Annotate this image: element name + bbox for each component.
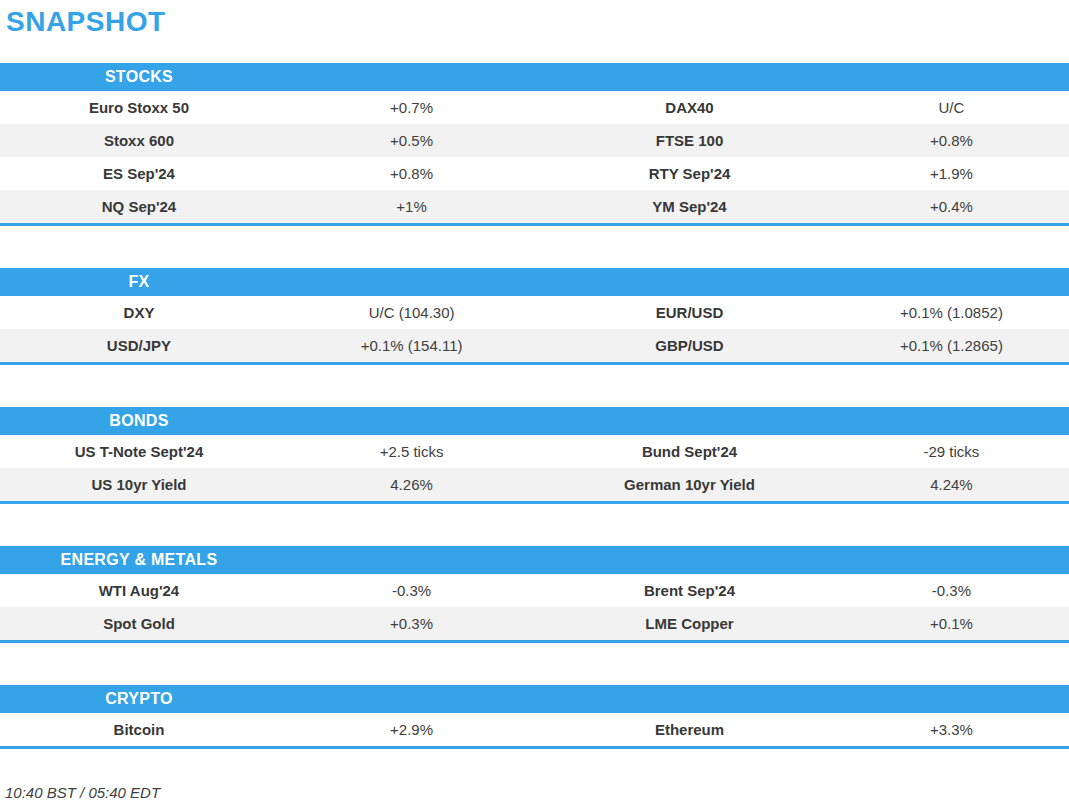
instrument-value: U/C: [834, 91, 1069, 124]
section-header-crypto: CRYPTO: [0, 685, 1069, 713]
section-crypto: CRYPTO Bitcoin +2.9% Ethereum +3.3%: [0, 685, 1069, 749]
instrument-label: NQ Sep'24: [0, 190, 278, 223]
instrument-value: +0.1%: [834, 607, 1069, 640]
table-row: ES Sep'24 +0.8% RTY Sep'24 +1.9%: [0, 157, 1069, 190]
instrument-label: Brent Sep'24: [545, 574, 834, 607]
section-header-label: STOCKS: [0, 63, 278, 91]
table-row: Euro Stoxx 50 +0.7% DAX40 U/C: [0, 91, 1069, 124]
instrument-label: YM Sep'24: [545, 190, 834, 223]
section-header-bonds: BONDS: [0, 407, 1069, 435]
instrument-value: +0.5%: [278, 124, 545, 157]
instrument-value: +0.1% (1.0852): [834, 296, 1069, 329]
instrument-label: RTY Sep'24: [545, 157, 834, 190]
instrument-value: +0.4%: [834, 190, 1069, 223]
instrument-label: US T-Note Sept'24: [0, 435, 278, 468]
instrument-value: 4.26%: [278, 468, 545, 501]
instrument-label: Bund Sept'24: [545, 435, 834, 468]
instrument-label: Bitcoin: [0, 713, 278, 746]
table-row: US 10yr Yield 4.26% German 10yr Yield 4.…: [0, 468, 1069, 501]
section-bonds: BONDS US T-Note Sept'24 +2.5 ticks Bund …: [0, 407, 1069, 504]
instrument-label: ES Sep'24: [0, 157, 278, 190]
timestamp: 10:40 BST / 05:40 EDT: [5, 784, 1069, 801]
table-row: DXY U/C (104.30) EUR/USD +0.1% (1.0852): [0, 296, 1069, 329]
section-header-label: ENERGY & METALS: [0, 546, 278, 574]
stocks-table: Euro Stoxx 50 +0.7% DAX40 U/C Stoxx 600 …: [0, 91, 1069, 223]
page-title: SNAPSHOT: [6, 6, 1069, 38]
instrument-value: -0.3%: [834, 574, 1069, 607]
energy-metals-table: WTI Aug'24 -0.3% Brent Sep'24 -0.3% Spot…: [0, 574, 1069, 640]
instrument-value: U/C (104.30): [278, 296, 545, 329]
instrument-label: Stoxx 600: [0, 124, 278, 157]
snapshot-page: SNAPSHOT STOCKS Euro Stoxx 50 +0.7% DAX4…: [0, 0, 1069, 802]
section-header-label: BONDS: [0, 407, 278, 435]
instrument-value: +0.3%: [278, 607, 545, 640]
instrument-label: LME Copper: [545, 607, 834, 640]
instrument-label: Spot Gold: [0, 607, 278, 640]
table-row: NQ Sep'24 +1% YM Sep'24 +0.4%: [0, 190, 1069, 223]
instrument-value: +2.5 ticks: [278, 435, 545, 468]
instrument-label: DXY: [0, 296, 278, 329]
table-row: WTI Aug'24 -0.3% Brent Sep'24 -0.3%: [0, 574, 1069, 607]
instrument-label: GBP/USD: [545, 329, 834, 362]
section-header-label: FX: [0, 268, 278, 296]
crypto-table: Bitcoin +2.9% Ethereum +3.3%: [0, 713, 1069, 746]
instrument-value: +0.8%: [278, 157, 545, 190]
instrument-label: German 10yr Yield: [545, 468, 834, 501]
section-header-label: CRYPTO: [0, 685, 278, 713]
section-energy-metals: ENERGY & METALS WTI Aug'24 -0.3% Brent S…: [0, 546, 1069, 643]
section-fx: FX DXY U/C (104.30) EUR/USD +0.1% (1.085…: [0, 268, 1069, 365]
section-header-energy-metals: ENERGY & METALS: [0, 546, 1069, 574]
instrument-label: WTI Aug'24: [0, 574, 278, 607]
table-row: Bitcoin +2.9% Ethereum +3.3%: [0, 713, 1069, 746]
instrument-label: DAX40: [545, 91, 834, 124]
instrument-label: US 10yr Yield: [0, 468, 278, 501]
instrument-value: +3.3%: [834, 713, 1069, 746]
instrument-value: 4.24%: [834, 468, 1069, 501]
instrument-label: USD/JPY: [0, 329, 278, 362]
bonds-table: US T-Note Sept'24 +2.5 ticks Bund Sept'2…: [0, 435, 1069, 501]
instrument-label: Ethereum: [545, 713, 834, 746]
instrument-value: +0.1% (1.2865): [834, 329, 1069, 362]
instrument-value: +1%: [278, 190, 545, 223]
table-row: Spot Gold +0.3% LME Copper +0.1%: [0, 607, 1069, 640]
instrument-label: FTSE 100: [545, 124, 834, 157]
fx-table: DXY U/C (104.30) EUR/USD +0.1% (1.0852) …: [0, 296, 1069, 362]
section-header-stocks: STOCKS: [0, 63, 1069, 91]
instrument-value: +0.1% (154.11): [278, 329, 545, 362]
instrument-label: EUR/USD: [545, 296, 834, 329]
section-stocks: STOCKS Euro Stoxx 50 +0.7% DAX40 U/C Sto…: [0, 63, 1069, 226]
section-header-fx: FX: [0, 268, 1069, 296]
table-row: US T-Note Sept'24 +2.5 ticks Bund Sept'2…: [0, 435, 1069, 468]
instrument-value: +1.9%: [834, 157, 1069, 190]
instrument-value: -0.3%: [278, 574, 545, 607]
instrument-value: -29 ticks: [834, 435, 1069, 468]
instrument-label: Euro Stoxx 50: [0, 91, 278, 124]
instrument-value: +0.7%: [278, 91, 545, 124]
table-row: Stoxx 600 +0.5% FTSE 100 +0.8%: [0, 124, 1069, 157]
instrument-value: +2.9%: [278, 713, 545, 746]
instrument-value: +0.8%: [834, 124, 1069, 157]
table-row: USD/JPY +0.1% (154.11) GBP/USD +0.1% (1.…: [0, 329, 1069, 362]
